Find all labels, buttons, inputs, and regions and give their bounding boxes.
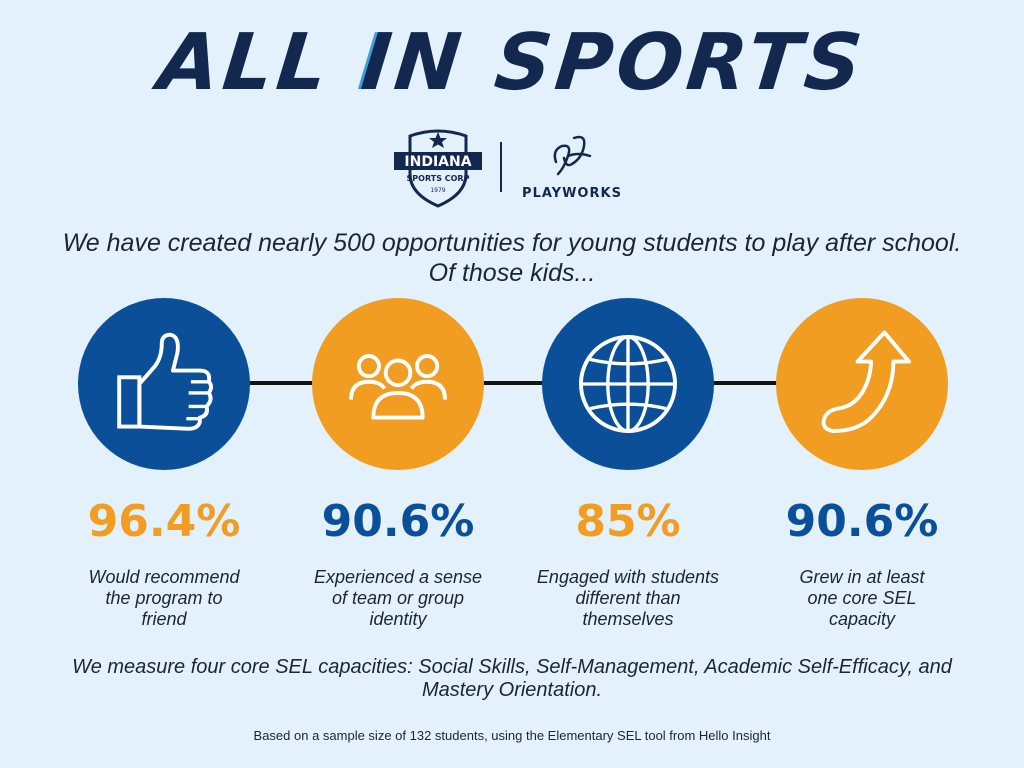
isc-year: 1979 [430, 187, 445, 194]
shield-icon: INDIANA SPORTS CORP 1979 [394, 129, 482, 208]
footnote: Based on a sample size of 132 students, … [253, 728, 771, 743]
title-part-1: ALL [154, 18, 367, 108]
logo-divider [500, 142, 502, 192]
partner-logos: INDIANA SPORTS CORP 1979 PLAYWORKS [392, 128, 632, 208]
isc-line1: INDIANA [404, 154, 471, 170]
stat-value-diversity: 85% [575, 496, 681, 547]
stat-label-recommend: Would recommend the program to friend [88, 567, 240, 629]
stat-value-team: 90.6% [321, 496, 475, 547]
stat-value-growth: 90.6% [785, 496, 939, 547]
playworks-swirl-icon [553, 135, 592, 176]
stat-circle-diversity [542, 298, 714, 470]
globe-icon [579, 335, 677, 433]
stat-label-team: Experienced a sense of team or group ide… [313, 567, 483, 629]
stat-circle-team [312, 298, 484, 470]
isc-line2: SPORTS CORP [407, 174, 470, 183]
arrow-up-icon [821, 330, 911, 433]
measure-text: We measure four core SEL capacities: Soc… [72, 656, 952, 701]
thumbs-up-icon [117, 332, 213, 431]
stat-circle-growth [776, 298, 948, 470]
connector-line [160, 381, 860, 385]
stat-label-diversity: Engaged with students different than the… [536, 567, 720, 629]
indiana-sports-corp-logo: INDIANA SPORTS CORP 1979 [392, 128, 484, 208]
intro-text: We have created nearly 500 opportunities… [62, 229, 962, 287]
page-title: ALL IN SPORTS [0, 18, 1024, 108]
stat-value-recommend: 96.4% [87, 496, 241, 547]
title-part-2: N SPORTS [390, 18, 870, 108]
group-icon [349, 354, 447, 420]
playworks-logo: PLAYWORKS [516, 128, 628, 208]
stat-label-growth: Grew in at least one core SEL capacity [799, 567, 925, 629]
playworks-label: PLAYWORKS [522, 186, 622, 201]
stat-circle-recommend [78, 298, 250, 470]
